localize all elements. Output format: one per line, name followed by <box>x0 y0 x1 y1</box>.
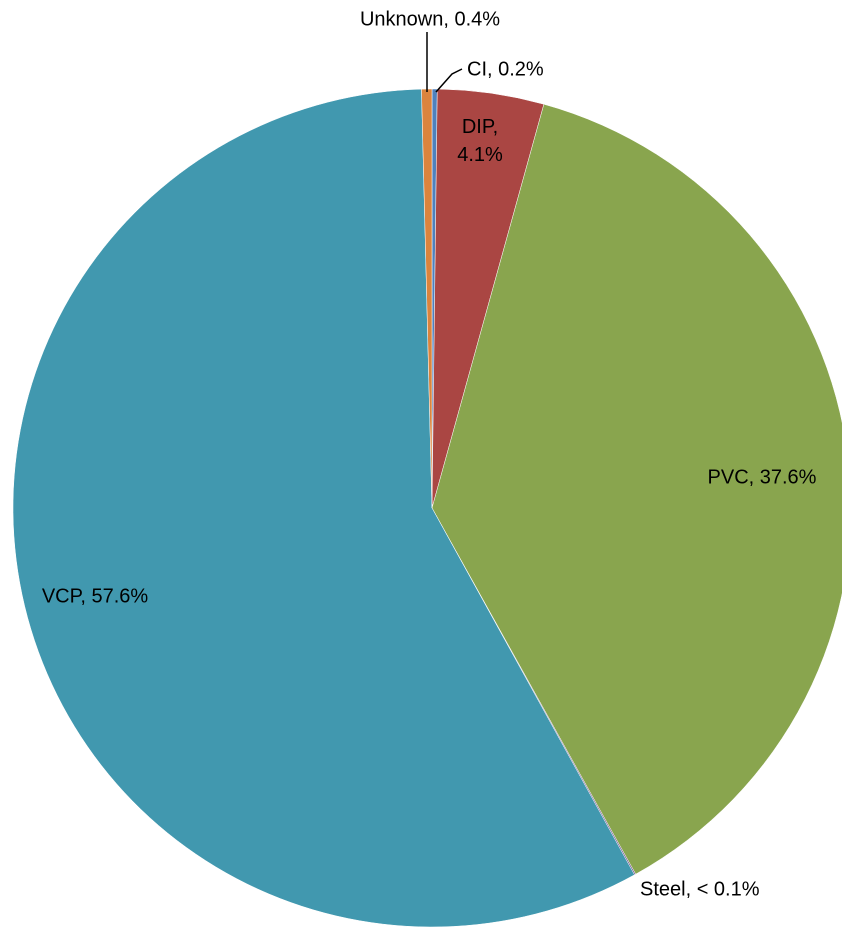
pie-slice <box>431 103 842 875</box>
data-label-line: DIP, <box>462 116 498 138</box>
data-label: PVC, 37.6% <box>708 466 817 488</box>
data-label-line: 4.1% <box>457 144 503 166</box>
data-label: DIP, 4.1% <box>457 116 503 166</box>
data-label: Unknown, 0.4% <box>360 8 500 30</box>
data-label: Steel, < 0.1% <box>640 878 760 900</box>
pie-slice <box>12 88 635 927</box>
leader-line <box>435 68 463 93</box>
data-label: VCP, 57.6% <box>42 585 149 607</box>
data-label: CI, 0.2% <box>467 58 544 80</box>
